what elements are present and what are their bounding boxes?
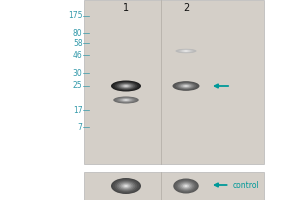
- Ellipse shape: [184, 85, 188, 87]
- Ellipse shape: [120, 183, 132, 189]
- Ellipse shape: [111, 80, 141, 91]
- Ellipse shape: [182, 50, 190, 52]
- Text: 58: 58: [73, 38, 82, 47]
- Ellipse shape: [122, 85, 130, 87]
- Ellipse shape: [180, 182, 192, 190]
- Ellipse shape: [175, 179, 197, 193]
- Ellipse shape: [123, 99, 129, 101]
- Ellipse shape: [124, 185, 128, 187]
- Ellipse shape: [183, 184, 189, 188]
- Ellipse shape: [176, 49, 197, 53]
- Ellipse shape: [181, 183, 191, 189]
- Ellipse shape: [176, 180, 196, 192]
- Ellipse shape: [181, 84, 191, 88]
- Text: 7: 7: [78, 122, 82, 132]
- Ellipse shape: [113, 81, 139, 91]
- Ellipse shape: [179, 50, 193, 52]
- Ellipse shape: [113, 97, 139, 104]
- Bar: [84, 172, 264, 200]
- Ellipse shape: [124, 85, 128, 87]
- Text: control: control: [232, 181, 259, 190]
- Text: 2: 2: [183, 3, 189, 13]
- Ellipse shape: [116, 97, 136, 103]
- Ellipse shape: [120, 84, 132, 88]
- Ellipse shape: [173, 179, 199, 194]
- Ellipse shape: [176, 82, 196, 90]
- Ellipse shape: [111, 178, 141, 194]
- Ellipse shape: [113, 179, 139, 193]
- Ellipse shape: [122, 184, 130, 188]
- Text: 46: 46: [73, 50, 82, 60]
- Ellipse shape: [178, 49, 194, 53]
- Ellipse shape: [174, 82, 198, 90]
- Ellipse shape: [178, 83, 194, 89]
- Text: 30: 30: [73, 68, 82, 77]
- Ellipse shape: [183, 85, 189, 87]
- Ellipse shape: [115, 82, 137, 90]
- Ellipse shape: [118, 98, 134, 102]
- Ellipse shape: [184, 185, 188, 187]
- Bar: [84, 0, 264, 164]
- Ellipse shape: [179, 84, 193, 88]
- Ellipse shape: [181, 50, 191, 52]
- Text: 1: 1: [123, 3, 129, 13]
- Ellipse shape: [120, 98, 132, 102]
- Text: 175: 175: [68, 11, 83, 21]
- Ellipse shape: [172, 81, 200, 91]
- Text: 80: 80: [73, 28, 82, 38]
- Ellipse shape: [115, 97, 137, 103]
- Ellipse shape: [118, 83, 134, 89]
- Text: 25: 25: [73, 81, 82, 90]
- Text: 17: 17: [73, 106, 82, 114]
- Ellipse shape: [178, 181, 194, 191]
- Ellipse shape: [183, 50, 189, 52]
- Ellipse shape: [121, 99, 131, 101]
- Ellipse shape: [117, 83, 135, 89]
- Ellipse shape: [117, 181, 135, 191]
- Ellipse shape: [115, 180, 137, 192]
- Ellipse shape: [118, 182, 134, 190]
- Ellipse shape: [177, 49, 195, 53]
